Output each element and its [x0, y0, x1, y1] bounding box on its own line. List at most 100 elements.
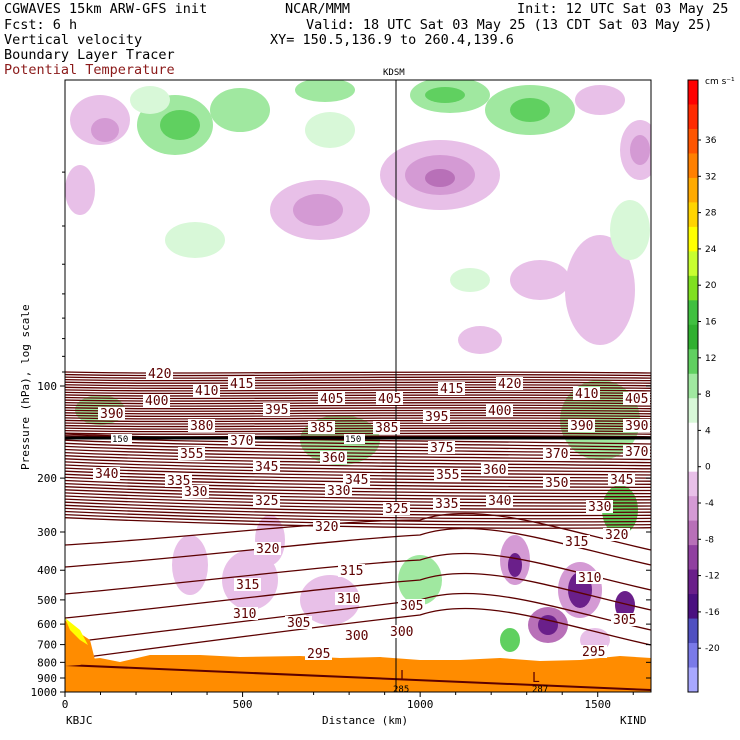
colorbar-swatch — [688, 251, 698, 277]
theta-contour-line — [65, 527, 651, 568]
colorbar-unit: cm s⁻¹ — [705, 77, 735, 87]
x-axis-label: Distance (km) — [322, 714, 408, 727]
theta-contour-line — [65, 498, 651, 510]
colorbar-swatch — [688, 667, 698, 693]
theta-label-bg — [481, 463, 508, 476]
theta-contour-line — [65, 501, 651, 514]
theta-label-bg — [178, 447, 205, 460]
colorbar-level-label: 8 — [705, 390, 711, 400]
terrain-peak-edge — [65, 618, 88, 645]
theta-label: 400 — [488, 404, 511, 419]
tropopause-marker: 150 — [345, 435, 361, 445]
colorbar-swatch — [688, 153, 698, 179]
theta-contour-line — [65, 376, 651, 379]
colorbar-swatch — [688, 569, 698, 595]
theta-label-bg — [228, 377, 255, 390]
theta-label: 325 — [385, 502, 408, 517]
theta-labels: 420 420 415 415 410 410 405 405 405 400 400 395 395 3… — [93, 367, 650, 695]
colorbar-swatch — [688, 594, 698, 620]
theta-label: 370 — [545, 447, 568, 462]
theta-label: 335 — [435, 497, 458, 512]
theta-contour-line — [65, 394, 651, 397]
theta-label: 410 — [575, 387, 598, 402]
theta-label-bg — [398, 599, 425, 612]
colorbar-level-label: 28 — [705, 209, 717, 219]
theta-label-bg — [165, 474, 192, 487]
theta-contour-line — [65, 458, 651, 470]
theta-label-bg — [580, 645, 607, 658]
right-station-label: KIND — [620, 714, 647, 727]
field-potential-temperature: Potential Temperature — [4, 62, 175, 78]
theta-label: 390 — [100, 407, 123, 422]
theta-label-bg — [486, 494, 513, 507]
theta-label-bg — [98, 407, 125, 420]
theta-label-bg — [338, 564, 365, 577]
theta-label-bg — [586, 500, 613, 513]
theta-label-bg — [313, 520, 340, 533]
theta-label: 410 — [195, 384, 218, 399]
theta-contour-line — [65, 404, 651, 407]
theta-label-bg — [318, 392, 345, 405]
theta-label-bg — [486, 404, 513, 417]
theta-label: 370 — [230, 434, 253, 449]
theta-label: 295 — [582, 645, 605, 660]
theta-label: 305 — [613, 613, 636, 628]
model-title: CGWAVES 15km ARW-GFS init — [4, 1, 207, 17]
theta-contour-line — [65, 373, 651, 377]
theta-label-bg — [325, 484, 352, 497]
surface-pressure-label: 285 — [393, 685, 409, 695]
colorbar-swatch — [688, 104, 698, 130]
theta-contour-line — [65, 495, 651, 507]
theta-label: 320 — [315, 520, 338, 535]
y-tick-label: 600 — [37, 618, 57, 631]
theta-label-bg — [335, 592, 362, 605]
theta-label-bg — [146, 367, 173, 380]
theta-label-bg — [263, 403, 290, 416]
theta-contour-line — [65, 384, 651, 387]
theta-label: 340 — [95, 467, 118, 482]
theta-label-bg — [611, 613, 638, 626]
theta-label-bg — [254, 542, 281, 555]
theta-label: 380 — [190, 419, 213, 434]
theta-label-bg — [343, 629, 370, 642]
theta-label: 315 — [236, 578, 259, 593]
theta-contour-line — [65, 489, 651, 501]
colorbar-level-label: -8 — [705, 535, 714, 545]
theta-label: 340 — [488, 494, 511, 509]
y-tick-label: 300 — [37, 526, 57, 539]
theta-label-bg — [320, 451, 347, 464]
theta-contour-line — [65, 572, 651, 619]
colorbar-level-label: 0 — [705, 463, 711, 473]
theta-label-bg — [563, 535, 590, 548]
colorbar-swatch — [688, 447, 698, 473]
theta-contour-line — [65, 464, 651, 476]
colorbar-swatch — [688, 226, 698, 252]
mid-station-label: KDSM — [383, 68, 405, 78]
theta-label-bg — [343, 473, 370, 486]
colorbar-level-label: 24 — [705, 245, 717, 255]
theta-label-bg — [182, 485, 209, 498]
theta-label-bg — [143, 394, 170, 407]
theta-label: 345 — [255, 460, 278, 475]
theta-label: 310 — [233, 607, 256, 622]
theta-label: 300 — [390, 625, 413, 640]
theta-label: 305 — [400, 599, 423, 614]
theta-contour-line — [65, 486, 651, 498]
plot-area — [65, 80, 651, 692]
theta-label-bg — [573, 387, 600, 400]
colorbar-swatch — [688, 545, 698, 571]
theta-label-bg — [93, 467, 120, 480]
theta-contour-line — [65, 409, 651, 412]
theta-label: 320 — [605, 528, 628, 543]
y-tick-label: 400 — [37, 564, 57, 577]
y-tick-label: 100 — [37, 380, 57, 393]
y-tick-label: 200 — [37, 472, 57, 485]
theta-label-bg — [496, 377, 523, 390]
colorbar-swatch — [688, 275, 698, 301]
surface-low-marker: L — [532, 671, 540, 686]
theta-label: 420 — [498, 377, 521, 392]
theta-label-bg — [608, 473, 635, 486]
theta-label-bg — [388, 625, 415, 638]
colorbar-swatch — [688, 496, 698, 522]
